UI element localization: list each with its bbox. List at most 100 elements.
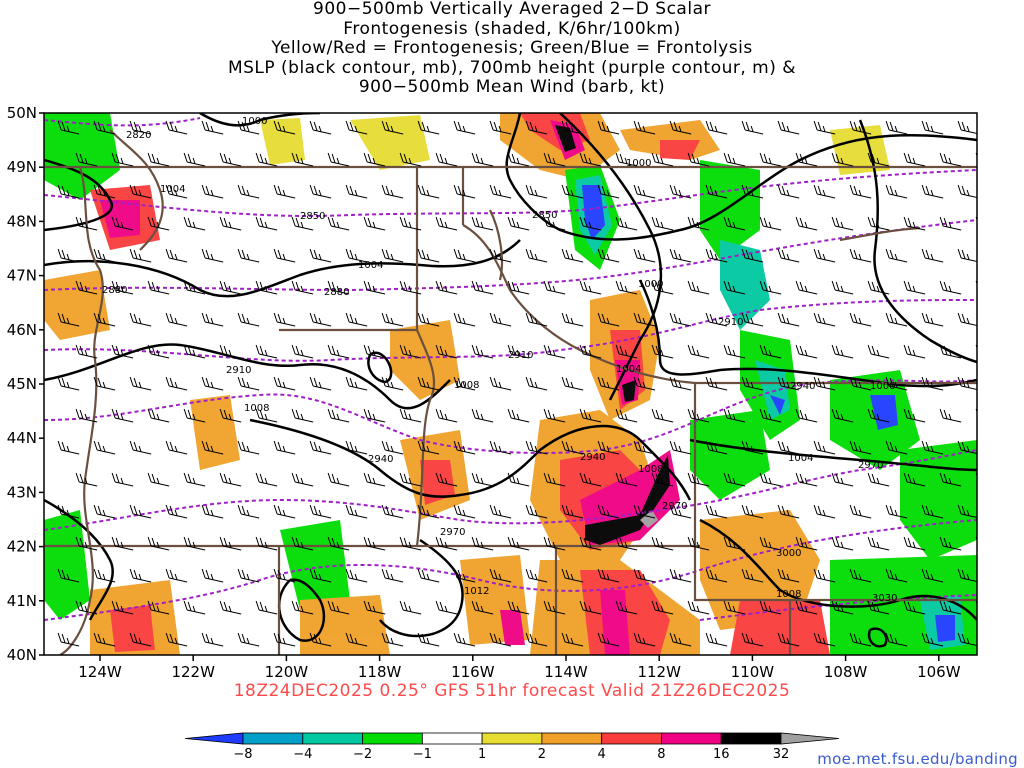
wind-barb [741, 120, 764, 135]
wind-barb [633, 568, 656, 583]
wind-barb [795, 600, 818, 615]
wind-barb [813, 376, 836, 391]
wind-barb [57, 120, 80, 135]
wind-barb [363, 472, 386, 487]
wind-barb [75, 600, 98, 615]
mslp-label: 1004 [788, 453, 813, 464]
wind-barb [831, 344, 854, 359]
wind-barb [93, 632, 116, 647]
wind-barb [723, 472, 746, 487]
colorbar-segment [661, 732, 722, 745]
wind-barb [543, 408, 566, 423]
wind-barb [309, 248, 332, 263]
wind-barb [543, 536, 566, 551]
wind-barb [183, 536, 206, 551]
wind-barb [561, 184, 584, 199]
wind-barb [741, 568, 764, 583]
wind-barb [165, 504, 188, 519]
wind-barb [957, 504, 977, 519]
wind-barb [507, 408, 530, 423]
wind-barb [489, 120, 512, 135]
wind-barb [633, 504, 656, 519]
wind-barb [957, 376, 977, 391]
wind-barb [291, 152, 314, 167]
wind-barb [129, 504, 152, 519]
wind-barb [363, 600, 386, 615]
wind-barb [507, 472, 530, 487]
height-label: 2820 [126, 130, 151, 141]
mslp-label: 1012 [464, 586, 489, 597]
colorbar-label: 16 [713, 747, 730, 762]
wind-barb [615, 536, 638, 551]
wind-barb [165, 248, 188, 263]
wind-barb [165, 376, 188, 391]
colorbar-segment [362, 732, 423, 745]
wind-barb [57, 248, 80, 263]
colorbar-segment [541, 732, 603, 745]
colorbar-label: 4 [598, 747, 606, 762]
wind-barb [255, 344, 278, 359]
lat-tick-label: 41N [7, 592, 37, 610]
wind-barb [669, 504, 692, 519]
height-label: 2850 [300, 211, 325, 222]
wind-barb [165, 632, 188, 647]
wind-barb [309, 184, 332, 199]
mslp-labels: 1000 1004 1000 1004 1008 1000 1004 1008 … [160, 116, 895, 600]
lat-tick-label: 43N [7, 483, 37, 501]
height-label: 2940 [368, 454, 393, 465]
wind-barb [561, 248, 584, 263]
wind-barb [903, 472, 926, 487]
wind-barb [651, 536, 674, 551]
wind-barb [831, 152, 854, 167]
wind-barb [705, 120, 728, 135]
wind-barb [237, 248, 260, 263]
colorbar-label: 32 [773, 747, 790, 762]
wind-barb [741, 632, 764, 647]
wind-barb [435, 280, 458, 295]
wind-barb [435, 536, 458, 551]
wind-barb [417, 248, 440, 263]
wind-barb [129, 568, 152, 583]
wind-barb [975, 152, 977, 158]
wind-barb [957, 568, 977, 583]
wind-barb [561, 440, 584, 455]
wind-barb [165, 440, 188, 455]
wind-barb [579, 472, 602, 487]
wind-barb [435, 216, 458, 231]
wind-barb [111, 280, 134, 295]
title-line: Yellow/Red = Frontogenesis; Green/Blue =… [271, 38, 753, 58]
wind-barb [417, 312, 440, 327]
lon-tick-label: 106W [917, 663, 961, 681]
wind-barb [849, 312, 872, 327]
wind-barb [813, 248, 836, 263]
lon-tick-label: 122W [171, 663, 215, 681]
wind-barb [885, 312, 908, 327]
wind-barb [219, 280, 242, 295]
wind-barb [687, 472, 710, 487]
wind-barb [273, 504, 296, 519]
wind-barb [489, 248, 512, 263]
wind-barb [147, 408, 170, 423]
wind-barb [381, 376, 404, 391]
wind-barb [705, 632, 728, 647]
wind-barb [651, 472, 674, 487]
wind-barb [651, 216, 674, 231]
wind-barb [597, 184, 620, 199]
wind-barb [273, 248, 296, 263]
lat-tick-label: 42N [7, 538, 37, 556]
wind-barb [345, 440, 368, 455]
lon-tick-label: 112W [637, 663, 681, 681]
wind-barb [921, 568, 944, 583]
wind-barb [129, 376, 152, 391]
wind-barb [759, 344, 782, 359]
wind-barb [849, 440, 872, 455]
wind-barb [75, 408, 98, 423]
colorbar-label: 8 [657, 747, 665, 762]
wind-barb [489, 504, 512, 519]
wind-barb [489, 376, 512, 391]
wind-barb [165, 312, 188, 327]
lon-tick-label: 114W [544, 663, 588, 681]
wind-barb [543, 216, 566, 231]
wind-barb [705, 184, 728, 199]
colorbar-segment [302, 732, 363, 745]
